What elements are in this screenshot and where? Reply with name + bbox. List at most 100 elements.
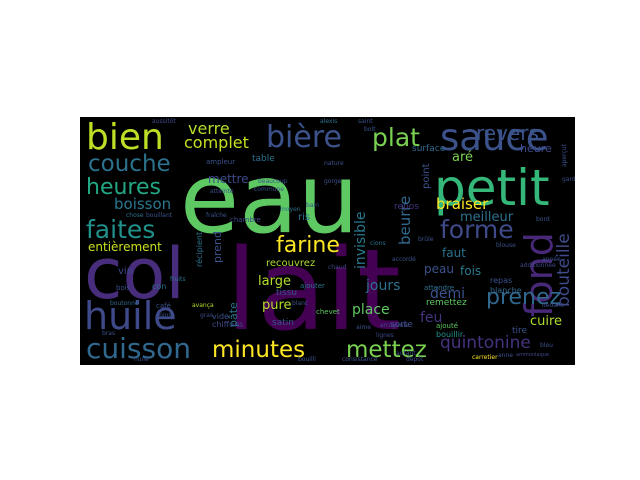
word-anne: anne xyxy=(498,352,513,359)
word-additionnee: additionnée xyxy=(520,262,556,269)
word-moyen: moyen xyxy=(280,206,301,213)
word-huile-2: huilé xyxy=(134,356,149,363)
word-gras: gras xyxy=(200,312,214,319)
word-bras: bras xyxy=(102,330,116,337)
word-carretier: carretier xyxy=(472,354,498,361)
word-mettez: mettez xyxy=(346,337,427,363)
word-farine: farine xyxy=(276,233,340,258)
word-boutonne: boutonné xyxy=(110,300,139,307)
word-complet: complet xyxy=(184,133,249,152)
word-chaud: chaud xyxy=(328,264,347,271)
word-remettez: remettez xyxy=(426,298,467,308)
word-col: col xyxy=(84,233,185,315)
word-chevet: chevet xyxy=(316,308,340,316)
word-cions: cions xyxy=(370,240,386,247)
word-autant: autant xyxy=(396,350,416,357)
word-chambre: chambre xyxy=(230,216,261,224)
word-huile: huile xyxy=(84,294,177,338)
word-saint: saint xyxy=(358,118,373,125)
word-faut: faut xyxy=(442,246,466,260)
word-feu: feu xyxy=(420,310,443,326)
word-bleu: bleu xyxy=(540,342,553,349)
word-surface: surface xyxy=(412,144,446,154)
word-ajoute: ajouté xyxy=(436,322,459,330)
word-repas: repas xyxy=(490,276,513,285)
word-gorge: gorge xyxy=(324,178,342,185)
word-depot: dépôt xyxy=(406,356,424,363)
word-heure: heure xyxy=(520,142,552,155)
word-bain: bain xyxy=(306,202,319,209)
word-peau: peau xyxy=(424,262,454,276)
word-mettre: mettre xyxy=(208,172,249,186)
word-chiffons: chiffons xyxy=(212,320,244,329)
word-bouilli: bouilli xyxy=(298,356,316,363)
word-bois: bois xyxy=(116,284,131,292)
word-fraiche: fraîche xyxy=(206,212,227,219)
word-bouillant: bouillant xyxy=(146,212,173,219)
word-commune: commune xyxy=(254,186,284,193)
word-aussitot: aussitôt xyxy=(152,118,176,125)
word-blouse: blouse xyxy=(496,242,516,249)
word-heures: heures xyxy=(86,175,161,200)
word-arrogante: arrogante xyxy=(380,322,410,329)
word-jours: jours xyxy=(366,278,401,294)
word-repos: repos xyxy=(394,202,419,212)
word-minutes: minutes xyxy=(212,337,306,363)
word-fois: fois xyxy=(460,264,482,278)
word-chose: chose xyxy=(126,212,144,219)
word-tire: tire xyxy=(512,326,528,336)
word-recouvrez: recouvrez xyxy=(266,258,316,269)
word-lait: lait xyxy=(226,226,401,356)
word-aime: aime xyxy=(356,324,371,331)
word-bolt: bolt xyxy=(364,126,376,133)
word-large: large xyxy=(258,274,291,289)
word-quintonine: quintonine xyxy=(440,333,531,353)
word-vide: vide xyxy=(212,312,229,321)
word-sauce: sauce xyxy=(440,117,549,159)
word-boisson: boisson xyxy=(114,195,172,213)
word-bouillir: bouillir xyxy=(436,330,464,339)
word-avanca: avança xyxy=(192,302,214,309)
word-brule: brûle xyxy=(418,236,434,243)
word-ris: ris xyxy=(298,212,311,223)
word-invisible: invisible xyxy=(353,211,369,269)
word-beaucoup: beaucoup xyxy=(258,178,288,185)
word-bord: bord xyxy=(536,216,550,223)
word-tissu: tissu xyxy=(276,288,298,298)
word-revers: revers xyxy=(476,121,539,145)
word-plat: plat xyxy=(372,123,420,152)
word-eau: eau xyxy=(180,143,359,255)
word-bouteille: bouteille xyxy=(554,233,574,307)
word-alexis: alexis xyxy=(320,118,338,125)
word-sorte: sorte xyxy=(390,320,413,330)
word-cuisson: cuisson xyxy=(86,332,191,365)
word-garde: garde xyxy=(562,176,575,183)
word-attendre: attendre xyxy=(424,284,454,292)
word-ampleur: ampleur xyxy=(206,158,236,166)
word-entierement: entièrement xyxy=(88,240,162,254)
word-place: place xyxy=(352,302,390,318)
word-dedans: dedans xyxy=(542,302,564,309)
word-prenez: prenez xyxy=(486,285,562,310)
word-satin: satin xyxy=(272,318,294,328)
word-ajouter: ajouter xyxy=(300,282,325,290)
word-pure: pure xyxy=(262,298,292,313)
word-atteinte: atteinte xyxy=(210,188,234,195)
word-point: point xyxy=(421,163,432,189)
word-demi: demi xyxy=(430,286,466,302)
word-consistance: consistance xyxy=(342,356,378,363)
word-annee: année xyxy=(542,256,561,263)
word-verre: verre xyxy=(188,119,230,138)
word-cafe: café xyxy=(156,302,171,310)
word-faites: faites xyxy=(86,215,156,244)
word-lignes: lignes xyxy=(376,332,394,339)
word-coins: coins xyxy=(156,312,172,319)
word-forme: forme xyxy=(440,215,514,244)
word-vin: vin xyxy=(118,266,134,277)
word-blanc: blanc xyxy=(292,300,309,307)
word-con: con xyxy=(152,282,167,291)
word-cuire: cuire xyxy=(530,314,563,329)
word-nature: nature xyxy=(324,160,344,167)
word-petit: petit xyxy=(434,159,550,217)
word-prend: prend xyxy=(211,231,224,263)
